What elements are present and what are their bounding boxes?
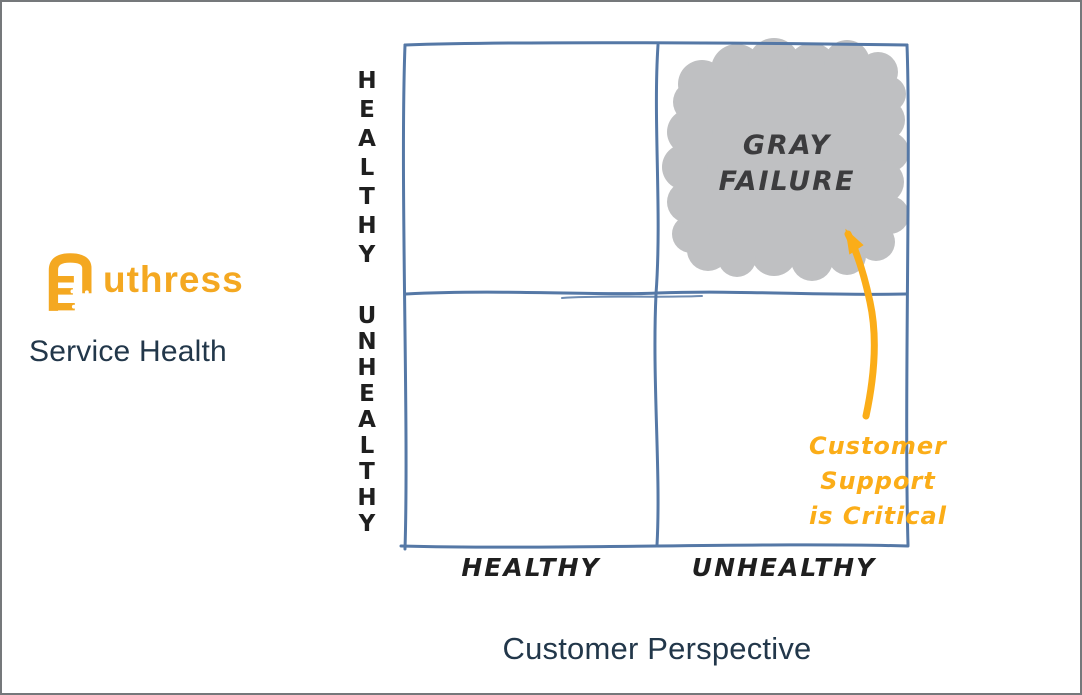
- gray-failure-label: GRAY FAILURE: [718, 130, 856, 197]
- y-axis-label-unhealthy: UNHEALTHY: [354, 302, 380, 537]
- authress-key-icon: [48, 253, 92, 311]
- x-axis-label-healthy: HEALTHY: [461, 553, 601, 582]
- grid-lines: [399, 41, 910, 551]
- y-axis-top-wrap: HEALTHY: [340, 44, 394, 294]
- grid-mid-horizontal: [404, 290, 908, 296]
- grid-right-edge: [905, 43, 910, 547]
- x-axis-label-unhealthy: UNHEALTHY: [691, 553, 877, 582]
- grid-sketch-stroke: [561, 295, 703, 299]
- grid-bottom-edge: [399, 543, 910, 549]
- diagram-title: Service Health: [29, 335, 227, 368]
- y-axis-label-healthy: HEALTHY: [354, 67, 380, 271]
- grid-left-edge: [401, 43, 408, 551]
- logo-wordmark: uthress: [103, 259, 244, 300]
- y-axis-bottom-wrap: UNHEALTHY: [340, 294, 394, 545]
- annotation-text: Customer Support is Critical: [808, 432, 948, 530]
- brand-logo: uthress: [46, 252, 244, 314]
- gray-failure-blob: [662, 38, 909, 281]
- grid-mid-vertical: [653, 43, 660, 547]
- grid-top-edge: [403, 41, 909, 47]
- x-axis-title: Customer Perspective: [502, 631, 812, 666]
- annotation-arrow: [844, 228, 878, 420]
